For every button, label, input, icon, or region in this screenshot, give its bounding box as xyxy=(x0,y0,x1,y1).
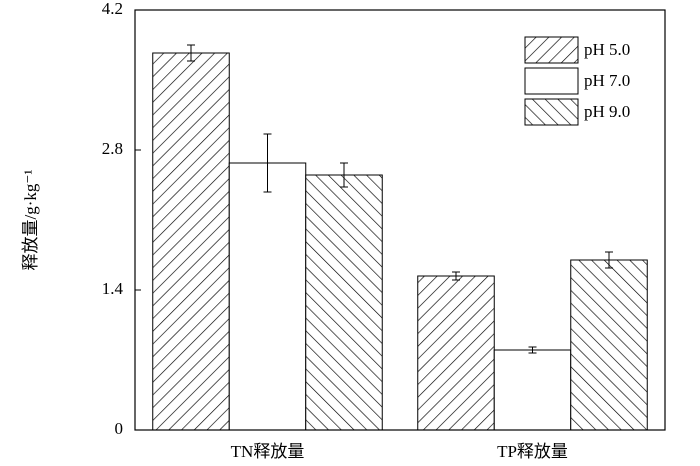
bar xyxy=(493,349,572,431)
bar xyxy=(417,275,495,431)
legend-label: pH 7.0 xyxy=(584,71,630,90)
legend-swatch xyxy=(524,98,579,126)
y-axis-label: 释放量/g·kg⁻¹ xyxy=(21,170,40,271)
bar xyxy=(228,162,307,431)
y-tick-label: 1.4 xyxy=(102,279,124,298)
x-tick-label: TN释放量 xyxy=(231,442,305,461)
bar xyxy=(305,174,383,431)
legend-swatch xyxy=(524,67,579,95)
bar xyxy=(152,52,230,431)
y-tick-label: 4.2 xyxy=(102,0,123,18)
y-tick-label: 0 xyxy=(115,419,124,438)
legend-label: pH 9.0 xyxy=(584,102,630,121)
x-tick-label: TP释放量 xyxy=(497,442,568,461)
plot-frame xyxy=(134,9,666,431)
legend-swatch xyxy=(524,36,579,64)
legend-label: pH 5.0 xyxy=(584,40,630,59)
y-tick-label: 2.8 xyxy=(102,139,123,158)
bar xyxy=(570,259,648,431)
